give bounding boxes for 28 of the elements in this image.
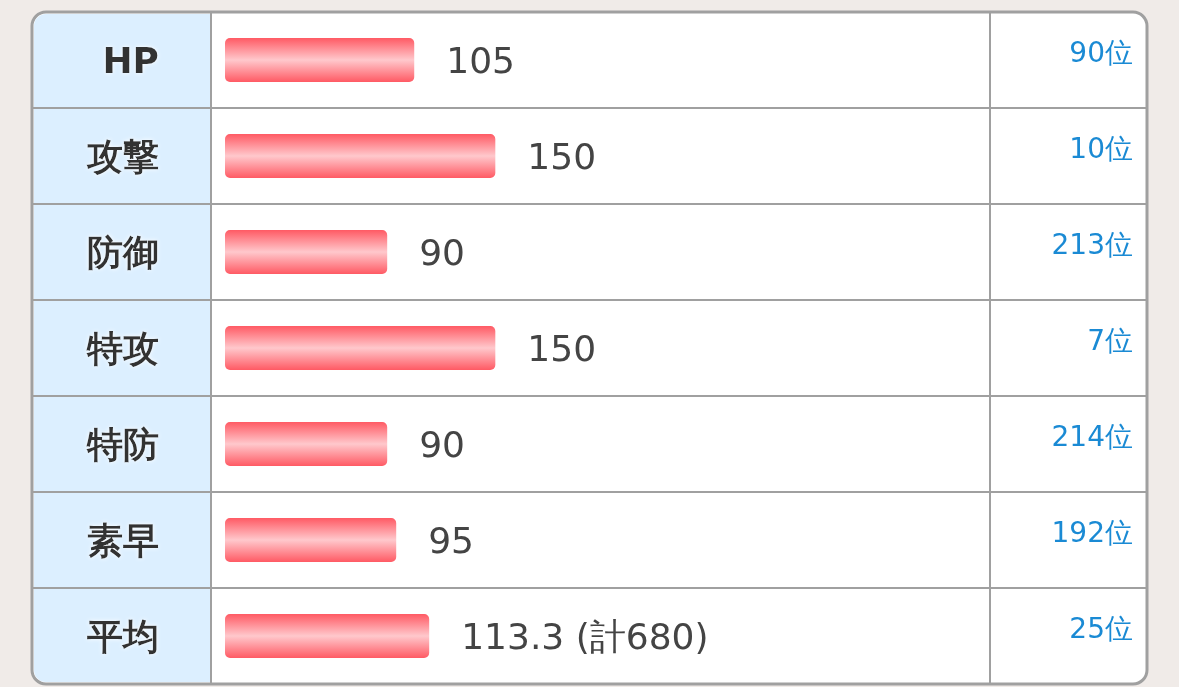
bar [225,614,430,658]
data-label: 113.3 (計680) [461,615,709,657]
y-tick-label: 防御 [87,231,159,273]
text: 192位 [1051,515,1133,549]
data-label: 105 [446,39,515,81]
text: 213位 [1051,227,1133,261]
bar [225,230,388,274]
bar [225,38,415,82]
data-label: 90 [419,423,465,465]
data-label: 95 [428,519,475,561]
data-label: 90 [419,231,465,273]
bar [225,326,496,370]
y-tick-label: 攻撃 [86,135,159,177]
y-tick-label: 平均 [87,615,159,657]
bar [225,422,388,466]
bar [225,518,397,562]
y-tick-label: 特攻 [86,327,159,369]
data-label: 150 [527,327,597,369]
text: 214位 [1051,419,1133,453]
bar [225,134,496,178]
text: 10位 [1069,131,1133,165]
text: 25位 [1069,611,1133,645]
text: 90位 [1069,35,1133,69]
data-label: 150 [527,135,597,177]
y-tick-label: 特防 [86,423,159,465]
y-tick-label: HP [102,39,159,81]
text: 7位 [1087,323,1133,357]
y-tick-label: 素早 [87,519,159,561]
